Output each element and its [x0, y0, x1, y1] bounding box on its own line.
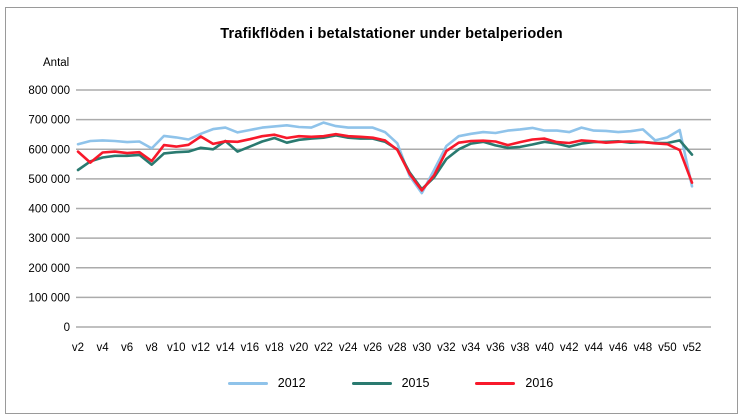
legend: 2012 2015 2016: [78, 373, 703, 393]
svg-text:700 000: 700 000: [28, 115, 70, 127]
svg-text:v32: v32: [437, 342, 456, 354]
svg-text:v52: v52: [683, 342, 702, 354]
svg-text:400 000: 400 000: [28, 204, 70, 216]
svg-text:v36: v36: [486, 342, 505, 354]
svg-text:v40: v40: [535, 342, 554, 354]
chart-title: Trafikflöden i betalstationer under beta…: [220, 26, 563, 42]
legend-line-2016: [475, 381, 516, 385]
legend-label-2016: 2016: [525, 376, 554, 390]
svg-text:v26: v26: [363, 342, 382, 354]
svg-text:v10: v10: [167, 342, 186, 354]
legend-item-2012: 2012: [227, 376, 306, 390]
svg-text:800 000: 800 000: [28, 85, 70, 97]
svg-text:v42: v42: [560, 342, 579, 354]
legend-label-2015: 2015: [401, 376, 430, 390]
svg-text:500 000: 500 000: [28, 174, 70, 186]
svg-text:v14: v14: [216, 342, 235, 354]
svg-text:v48: v48: [634, 342, 653, 354]
svg-text:v2: v2: [72, 342, 84, 354]
svg-text:v34: v34: [462, 342, 481, 354]
legend-item-2015: 2015: [351, 376, 430, 390]
y-axis-label: Antal: [43, 57, 70, 69]
svg-text:v24: v24: [339, 342, 358, 354]
svg-text:v20: v20: [290, 342, 309, 354]
svg-text:v4: v4: [96, 342, 109, 354]
svg-text:100 000: 100 000: [28, 292, 70, 304]
svg-text:v8: v8: [146, 342, 158, 354]
legend-item-2016: 2016: [475, 376, 553, 390]
svg-text:v28: v28: [388, 342, 407, 354]
svg-text:v30: v30: [413, 342, 432, 354]
svg-text:300 000: 300 000: [28, 233, 70, 245]
svg-text:v6: v6: [121, 342, 133, 354]
svg-text:0: 0: [64, 322, 70, 334]
svg-text:v44: v44: [584, 342, 603, 354]
legend-line-2015: [351, 381, 392, 385]
svg-text:v16: v16: [241, 342, 260, 354]
chart-frame: [5, 7, 738, 414]
svg-text:v46: v46: [609, 342, 628, 354]
svg-text:v12: v12: [192, 342, 211, 354]
svg-text:200 000: 200 000: [28, 263, 70, 275]
svg-text:v18: v18: [265, 342, 284, 354]
svg-text:v50: v50: [658, 342, 677, 354]
svg-text:v22: v22: [314, 342, 333, 354]
legend-label-2012: 2012: [277, 376, 306, 390]
svg-text:v38: v38: [511, 342, 530, 354]
svg-text:600 000: 600 000: [28, 144, 70, 156]
legend-line-2012: [227, 381, 268, 385]
